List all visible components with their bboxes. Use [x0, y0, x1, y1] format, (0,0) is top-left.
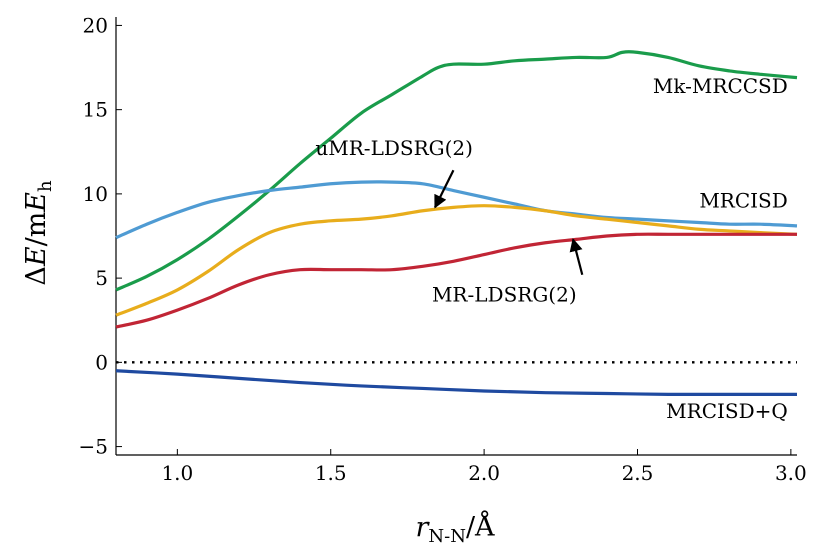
y-tick-label: 15	[83, 98, 108, 122]
series-line-mr-ldsrg-2	[115, 232, 797, 329]
label-mrcisd: MRCISD	[699, 188, 787, 212]
arrow-mr-ldsrg-2	[569, 238, 584, 276]
y-tick-label: 10	[83, 182, 108, 206]
series-line-mrcisd-q	[115, 369, 797, 397]
y-tick-label: 0	[95, 350, 108, 374]
y-tick-label: 5	[95, 266, 108, 290]
arrow-umr-ldsrg-2	[434, 169, 455, 209]
x-tick-label: 3.0	[775, 461, 807, 485]
label-mk-mrccsd: Mk-MRCCSD	[653, 74, 788, 98]
label-mrcisd-q: MRCISD+Q	[666, 399, 788, 423]
x-tick-label: 2.5	[622, 461, 654, 485]
y-axis-title: ΔE/mEh	[21, 180, 56, 286]
y-tick-label: −5	[79, 435, 108, 459]
label-umr-ldsrg-2: uMR-LDSRG(2)	[315, 136, 473, 160]
series-annotations: Mk-MRCCSD MRCISD uMR-LDSRG(2) MR-LDSRG(2) MR…	[315, 74, 787, 423]
series-line-mrcisd	[115, 180, 798, 240]
x-tick-label: 1.5	[315, 461, 347, 485]
label-mr-ldsrg-2: MR-LDSRG(2)	[432, 283, 577, 307]
series-lines	[115, 50, 798, 397]
series-line-umr-ldsrg-2	[115, 204, 798, 317]
x-tick-label: 2.0	[468, 461, 500, 485]
y-tick-label: 20	[83, 13, 108, 37]
series-line-mk-mrccsd	[115, 50, 798, 292]
ticks: −5 0 5 10 15 20 1.0 1.5 2.0 2.5 3.0	[79, 13, 807, 485]
x-axis-title: rN-N/Å	[415, 510, 495, 547]
x-tick-label: 1.0	[161, 461, 193, 485]
